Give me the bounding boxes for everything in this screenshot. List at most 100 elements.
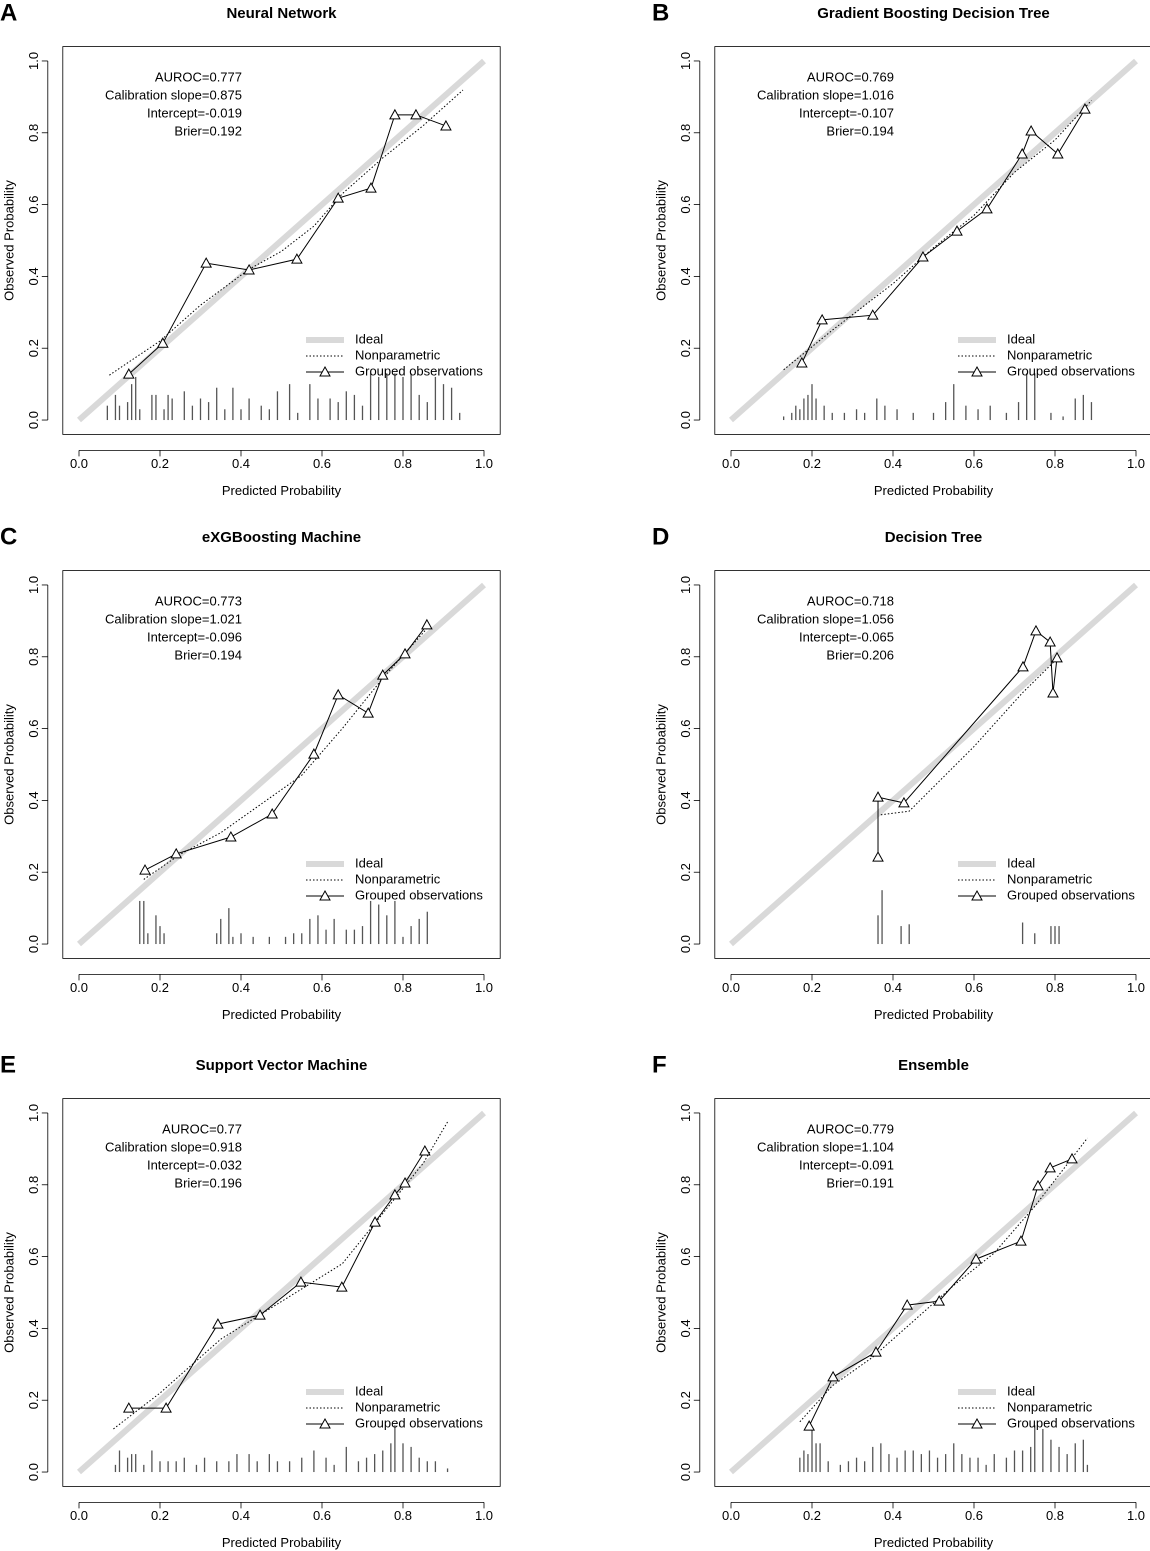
x-tick-label: 0.6 [965, 456, 983, 471]
legend-label: Ideal [1007, 1383, 1035, 1398]
annotation: AUROC=0.779 [807, 1121, 894, 1136]
y-tick-label: 0.4 [678, 791, 693, 809]
y-tick-label: 0.4 [26, 791, 41, 809]
x-tick-label: 0.8 [394, 1508, 412, 1523]
y-tick-label: 0.2 [678, 863, 693, 881]
y-tick-label: 0.4 [678, 1319, 693, 1337]
y-tick-label: 0.8 [26, 648, 41, 666]
point-marker [898, 796, 910, 808]
annotation: Intercept=-0.096 [147, 629, 242, 644]
y-tick-label: 0.6 [26, 720, 41, 738]
point-marker [970, 1253, 982, 1264]
point-marker [870, 1346, 882, 1357]
point-marker [1017, 660, 1029, 672]
x-tick-label: 0.2 [803, 456, 821, 471]
annotation: Intercept=-0.019 [147, 105, 242, 120]
x-tick-label: 0.4 [232, 980, 250, 995]
point-marker [243, 263, 255, 275]
series-line [128, 1150, 426, 1409]
y-tick-label: 0.8 [678, 124, 693, 142]
x-tick-label: 1.0 [475, 1508, 493, 1523]
point-marker [421, 618, 433, 630]
y-tick-label: 0.8 [678, 1176, 693, 1194]
x-axis-label: Predicted Probability [222, 1007, 342, 1022]
series-line [109, 89, 464, 376]
y-axis-label: Observed Probability [1, 704, 16, 825]
annotation: Calibration slope=1.021 [105, 611, 242, 626]
chart-title: Ensemble [898, 1057, 969, 1074]
annotation: Brier=0.206 [826, 647, 894, 662]
x-tick-label: 0.2 [151, 456, 169, 471]
point-marker [1016, 147, 1029, 159]
series-line [77, 1110, 486, 1475]
point-marker [816, 313, 828, 325]
y-tick-label: 0.0 [678, 411, 693, 429]
y-tick-label: 0.2 [678, 339, 693, 357]
y-tick-label: 1.0 [26, 576, 41, 594]
plot-frame [62, 46, 501, 435]
legend-label: Grouped observations [355, 363, 483, 378]
legend-label: Ideal [355, 331, 383, 346]
x-tick-label: 0.8 [1046, 980, 1064, 995]
legend-label: Ideal [355, 1383, 383, 1398]
point-marker [1047, 687, 1059, 698]
point-marker [1051, 651, 1063, 663]
x-tick-label: 0.4 [232, 1508, 250, 1523]
point-marker [951, 225, 963, 236]
point-marker [254, 1309, 266, 1320]
y-tick-label: 0.2 [678, 1391, 693, 1409]
annotation: AUROC=0.718 [807, 593, 894, 608]
series-line [128, 114, 447, 375]
point-marker [440, 119, 452, 131]
legend-label: Grouped observations [1007, 1415, 1135, 1430]
point-marker [170, 847, 183, 859]
legend-label: Ideal [1007, 331, 1035, 346]
annotation: Brier=0.194 [826, 123, 894, 138]
x-tick-label: 0.4 [884, 1508, 902, 1523]
point-marker [399, 647, 411, 659]
x-tick-label: 0.0 [722, 456, 740, 471]
legend-label: Nonparametric [355, 1399, 441, 1414]
x-tick-label: 0.8 [1046, 456, 1064, 471]
annotation: Brier=0.196 [174, 1175, 242, 1190]
annotation: AUROC=0.77 [162, 1121, 242, 1136]
legend-label: Nonparametric [1007, 1399, 1093, 1414]
y-axis-label: Observed Probability [653, 1232, 668, 1353]
point-marker [139, 864, 151, 875]
annotation: Intercept=-0.107 [799, 105, 894, 120]
panel-letter: D [652, 523, 669, 550]
panel: A Neural Network 0.0 0.2 0.4 0.6 0.8 1.0 0.0 0.2 0… [0, 0, 501, 498]
series-line [729, 58, 1138, 423]
legend-marker [319, 889, 331, 901]
x-tick-label: 0.2 [803, 1508, 821, 1523]
point-marker [1066, 1152, 1078, 1164]
point-marker [796, 356, 808, 368]
x-axis-label: Predicted Probability [874, 1007, 994, 1022]
point-marker [917, 250, 929, 262]
y-tick-label: 0.0 [678, 1463, 693, 1481]
panel-letter: B [652, 0, 669, 26]
chart-title: Gradient Boosting Decision Tree [817, 5, 1050, 22]
y-tick-label: 1.0 [678, 52, 693, 70]
point-marker [933, 1295, 946, 1306]
point-marker [332, 192, 345, 203]
point-marker [399, 1176, 411, 1188]
x-tick-label: 0.6 [965, 980, 983, 995]
x-tick-label: 0.0 [70, 456, 88, 471]
series-line [877, 630, 1058, 858]
point-marker [376, 669, 389, 680]
x-tick-label: 0.0 [722, 980, 740, 995]
plot-frame [62, 570, 501, 959]
x-tick-label: 0.8 [394, 980, 412, 995]
point-marker [266, 808, 279, 819]
legend-marker [971, 889, 983, 901]
point-marker [122, 368, 135, 379]
plot-frame [714, 46, 1150, 435]
y-tick-label: 0.0 [678, 935, 693, 953]
legend-label: Nonparametric [1007, 871, 1093, 886]
x-tick-label: 0.0 [70, 1508, 88, 1523]
series-line [729, 1110, 1138, 1475]
panel: F Ensemble 0.0 0.2 0.4 0.6 0.8 1.0 0.0 0.2 0.4 0.6 0… [652, 1051, 1150, 1550]
y-tick-label: 0.0 [26, 1463, 41, 1481]
point-marker [362, 707, 375, 718]
